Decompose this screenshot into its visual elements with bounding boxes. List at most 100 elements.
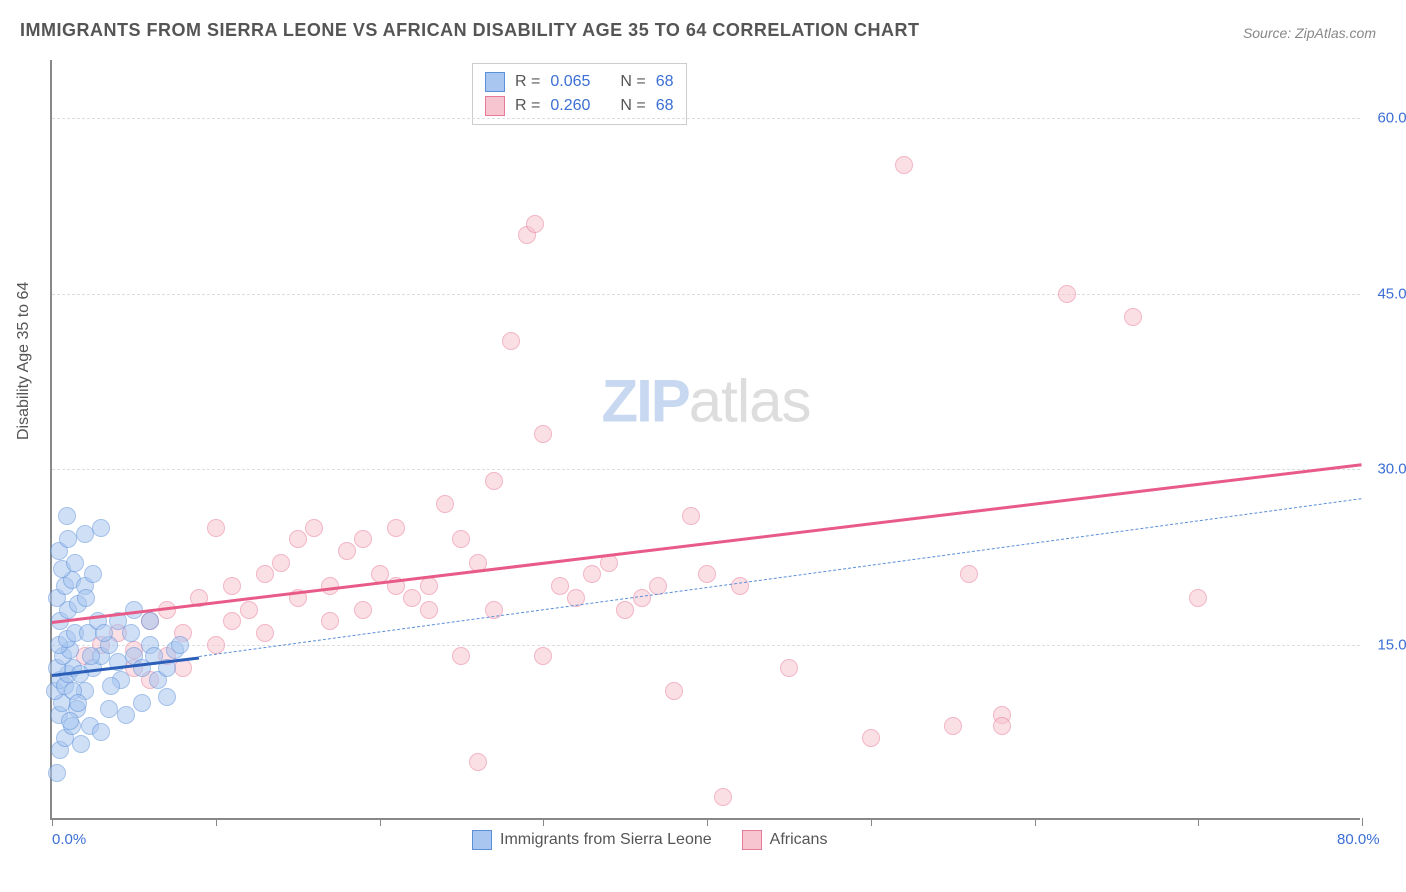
x-tick — [707, 818, 708, 826]
data-point — [92, 519, 110, 537]
bottom-legend: Immigrants from Sierra Leone Africans — [472, 830, 827, 850]
data-point — [92, 723, 110, 741]
data-point — [960, 565, 978, 583]
n-label: N = — [620, 97, 645, 115]
data-point — [272, 554, 290, 572]
data-point — [289, 530, 307, 548]
data-point — [862, 729, 880, 747]
data-point — [207, 636, 225, 654]
data-point — [616, 601, 634, 619]
data-point — [321, 612, 339, 630]
data-point — [256, 624, 274, 642]
legend-label-pink: Africans — [770, 831, 828, 849]
grid-line — [52, 294, 1360, 295]
data-point — [780, 659, 798, 677]
data-point — [403, 589, 421, 607]
data-point — [102, 677, 120, 695]
data-point — [1124, 308, 1142, 326]
x-tick — [216, 818, 217, 826]
data-point — [551, 577, 569, 595]
n-value: 68 — [656, 73, 674, 91]
legend-item-blue: Immigrants from Sierra Leone — [472, 830, 712, 850]
x-tick — [543, 818, 544, 826]
grid-line — [52, 645, 1360, 646]
data-point — [469, 753, 487, 771]
n-value: 68 — [656, 97, 674, 115]
legend-item-pink: Africans — [742, 830, 828, 850]
data-point — [158, 688, 176, 706]
data-point — [338, 542, 356, 560]
data-point — [633, 589, 651, 607]
plot-area: ZIPatlas R =0.065N =68R =0.260N =68 Immi… — [50, 60, 1360, 820]
data-point — [731, 577, 749, 595]
stats-swatch — [485, 72, 505, 92]
watermark: ZIPatlas — [601, 367, 810, 436]
data-point — [223, 577, 241, 595]
data-point — [1189, 589, 1207, 607]
data-point — [77, 589, 95, 607]
r-label: R = — [515, 73, 540, 91]
y-tick-label: 60.0% — [1377, 110, 1406, 127]
watermark-atlas: atlas — [689, 368, 811, 435]
trend-line — [52, 463, 1362, 624]
data-point — [61, 712, 79, 730]
stats-swatch — [485, 96, 505, 116]
source-label: Source: ZipAtlas.com — [1243, 25, 1376, 41]
data-point — [354, 601, 372, 619]
watermark-zip: ZIP — [601, 368, 688, 435]
data-point — [354, 530, 372, 548]
data-point — [82, 647, 100, 665]
data-point — [534, 425, 552, 443]
x-tick — [1198, 818, 1199, 826]
data-point — [944, 717, 962, 735]
data-point — [66, 554, 84, 572]
data-point — [485, 472, 503, 490]
data-point — [133, 694, 151, 712]
data-point — [452, 530, 470, 548]
data-point — [305, 519, 323, 537]
data-point — [256, 565, 274, 583]
r-label: R = — [515, 97, 540, 115]
data-point — [436, 495, 454, 513]
data-point — [69, 694, 87, 712]
x-tick — [380, 818, 381, 826]
x-tick — [52, 818, 53, 826]
data-point — [665, 682, 683, 700]
y-tick-label: 30.0% — [1377, 461, 1406, 478]
data-point — [117, 706, 135, 724]
r-value: 0.065 — [550, 73, 590, 91]
data-point — [583, 565, 601, 583]
data-point — [452, 647, 470, 665]
chart-title: IMMIGRANTS FROM SIERRA LEONE VS AFRICAN … — [20, 20, 920, 41]
data-point — [207, 519, 225, 537]
stats-legend: R = 0.065 N = 68 R = 0.260 N = 68 — [472, 63, 687, 125]
data-point — [895, 156, 913, 174]
x-tick — [1035, 818, 1036, 826]
data-point — [1058, 285, 1076, 303]
data-point — [59, 530, 77, 548]
data-point — [48, 764, 66, 782]
data-point — [682, 507, 700, 525]
data-point — [526, 215, 544, 233]
r-value: 0.260 — [550, 97, 590, 115]
data-point — [141, 612, 159, 630]
data-point — [534, 647, 552, 665]
data-point — [58, 507, 76, 525]
x-tick-label: 80.0% — [1337, 831, 1380, 848]
data-point — [387, 519, 405, 537]
data-point — [420, 577, 438, 595]
legend-label-blue: Immigrants from Sierra Leone — [500, 831, 712, 849]
data-point — [420, 601, 438, 619]
legend-swatch-pink — [742, 830, 762, 850]
data-point — [698, 565, 716, 583]
legend-swatch-blue — [472, 830, 492, 850]
data-point — [72, 735, 90, 753]
data-point — [171, 636, 189, 654]
data-point — [76, 525, 94, 543]
x-tick-label: 0.0% — [52, 831, 86, 848]
data-point — [993, 717, 1011, 735]
y-tick-label: 15.0% — [1377, 636, 1406, 653]
stats-row: R = 0.260 N = 68 — [485, 94, 674, 118]
n-label: N = — [620, 73, 645, 91]
stats-row: R = 0.065 N = 68 — [485, 70, 674, 94]
